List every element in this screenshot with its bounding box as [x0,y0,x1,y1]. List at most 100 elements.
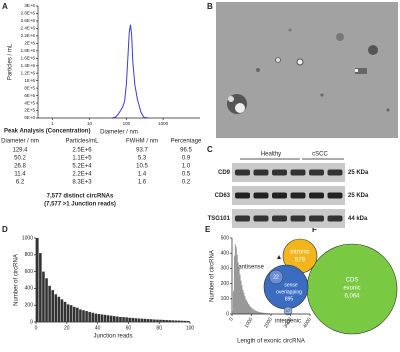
y-axis-title: Particles / mL [8,43,14,80]
histogram-bar [109,315,113,322]
table-cell: 2.5E+6 [72,148,92,154]
histogram-bar [72,306,76,322]
histogram-bar [66,304,70,322]
histogram-bar [156,319,159,322]
x-tick-label: 80 [156,325,162,331]
x-tick-label: 1000 [244,316,255,329]
y-tick-label: 400 [25,286,34,292]
y-tick-label: 500 [221,235,230,241]
panel-label: B [207,2,213,11]
table-cell: 26.8 [14,164,26,170]
histogram-bar [36,238,39,322]
histogram-bar [82,310,85,322]
venn-label: sense [284,282,298,288]
histogram-bar [134,318,138,322]
table-cell: 5.3 [138,156,147,162]
band [327,169,343,176]
x-tick-label: 60 [126,325,132,331]
table-cell: 50.2 [14,156,26,162]
table-cell: 11.4 [14,172,26,178]
histogram-bar [177,320,181,322]
y-axis-title: Number of circRNA [14,254,20,306]
table-cell: 8.3E+3 [72,180,92,186]
y-tick-label: 400 [221,251,230,257]
table-header: FWHM / nm [126,139,158,145]
table-cell: 1.6 [138,180,147,186]
band [272,192,287,199]
histogram-bar [174,320,178,322]
venn-label: exonic [343,286,360,292]
y-tick-label: 2.4E+6 [21,26,36,31]
histogram-bar [168,320,172,322]
size-distribution-line [111,24,149,119]
band [253,215,269,222]
group-label: Healthy [261,152,281,158]
x-axis-title: Junction reads [93,334,132,340]
y-tick-label: 2E+6 [24,41,35,46]
y-tick-label: 0 [30,319,33,325]
circ-summary: 7,577 distinct circRNAs [47,194,114,200]
blot-size: 25 KDa [348,193,369,199]
histogram-bar [91,312,95,322]
blot-size: 44 kDa [348,216,368,222]
histogram-bar [88,311,91,322]
y-tick-label: 2.8E+6 [21,11,36,16]
band [235,169,250,176]
table-header: Particles/mL [65,139,99,145]
x-tick-label: 20 [64,325,70,331]
x-tick-label: 100 [123,121,131,126]
x-axis-title: Length of exonic circRNA [237,339,305,345]
histogram-bar [146,319,150,322]
band [290,169,306,176]
panel-label: A [2,2,8,11]
y-tick-label: 100 [221,296,230,302]
y-tick-label: 200 [221,281,230,287]
histogram-bar [171,320,175,322]
venn: CDS exonic 6,064 intronic 579 22 sense o… [238,238,398,335]
table-cell: 93.7 [136,148,148,154]
band [272,169,287,176]
table-header: Percentage [171,139,202,145]
y-tick-label: 800 [25,252,34,258]
axis [37,6,200,119]
venn-label: intronic [290,250,309,256]
x-tick-label: 0 [35,325,38,331]
histogram-bar [48,285,51,322]
table-cell: 1.0 [182,164,191,170]
y-tick-label: 3E+6 [24,3,35,8]
table-cell: 10.5 [136,164,148,170]
x-tick-label: 2000 [263,316,274,329]
histogram-bar [39,253,42,322]
histogram-bar [63,301,67,322]
histogram-bar [125,317,128,322]
histogram-bar [57,296,61,322]
venn-label: 579 [295,258,306,264]
venn-label: antisense [238,265,264,271]
circ-summary: (7,577 >1 Junction reads) [44,202,116,208]
histogram-bar [113,316,116,322]
band [253,192,269,199]
table-cell: 5.2E+4 [72,164,92,170]
histogram-bar [51,290,54,322]
group-label: cSCC [312,152,328,158]
panel-label: D [2,225,8,234]
y-tick-label: 0E+0 [24,115,35,120]
y-tick-label: 1.6E+6 [21,55,36,60]
band [272,215,287,222]
histogram-bar [119,316,122,322]
blot: Healthy cSCC [232,152,345,228]
panel-label: C [207,145,213,154]
x-tick-label: 40 [95,325,101,331]
histogram-bar [165,320,168,322]
histogram-bar [76,307,79,322]
x-tick-label: 10 [87,121,93,126]
band [309,215,324,222]
blot-marker: TSG101 [208,216,231,222]
table-cell: 1.4 [138,172,147,178]
table-title: Peak Analysis (Concentration) [4,129,90,135]
histogram-bar [162,319,165,322]
histogram-bar [54,294,58,322]
blot-marker: CD9 [218,170,231,176]
blot-marker: CD63 [215,193,231,199]
histogram-bar [103,314,107,322]
